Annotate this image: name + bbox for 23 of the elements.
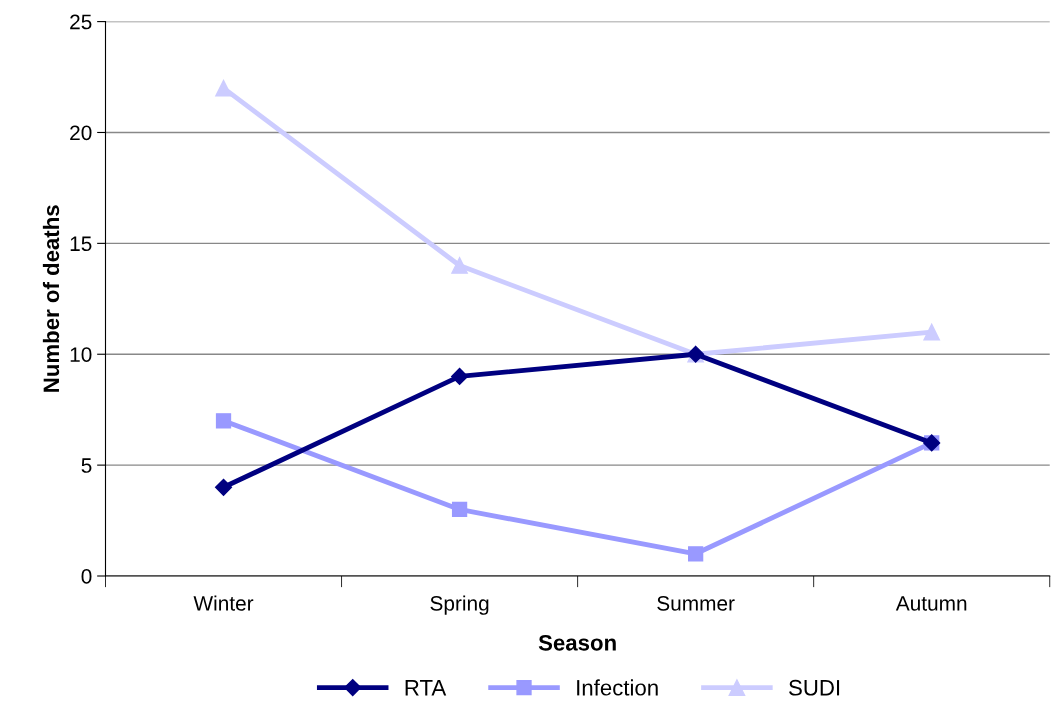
x-tick-label: Summer xyxy=(657,595,735,611)
y-axis-title: Number of deaths xyxy=(42,205,60,392)
y-tick-label: 25 xyxy=(70,14,92,30)
point xyxy=(214,478,233,496)
x-tick-label: Autumn xyxy=(895,596,967,611)
point xyxy=(215,413,232,429)
y-tick-label: 20 xyxy=(70,125,92,141)
point xyxy=(451,501,468,518)
point xyxy=(451,367,469,385)
x-tick-label: Spring xyxy=(430,595,489,615)
legend-label: Infection xyxy=(577,679,658,696)
legend-label: SUDI xyxy=(789,679,840,696)
y-tick-label: 0 xyxy=(81,569,92,584)
point xyxy=(923,323,941,341)
point xyxy=(451,257,468,274)
y-tick-label: 5 xyxy=(81,458,92,473)
y-tick-label: 15 xyxy=(70,236,92,252)
point xyxy=(688,546,704,562)
legend-label: RTA xyxy=(405,680,447,696)
x-tick-label: Winter xyxy=(193,595,254,611)
y-tick-label: 10 xyxy=(70,347,92,362)
x-axis-title: Season xyxy=(538,634,616,651)
point xyxy=(215,79,232,97)
